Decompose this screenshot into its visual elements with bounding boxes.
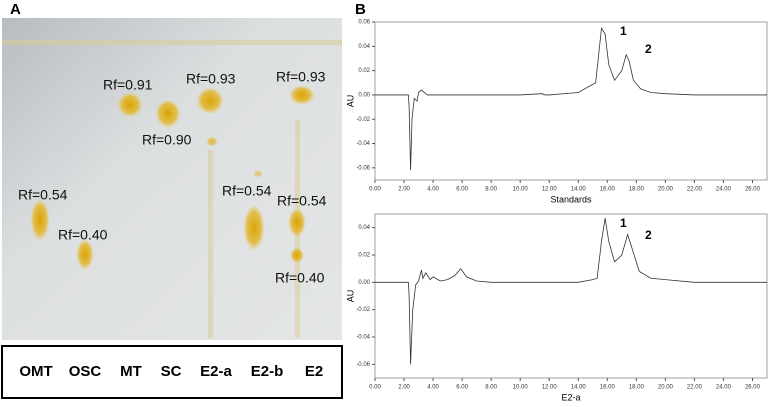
x-tick-label: 6.00	[456, 385, 468, 391]
spot	[289, 86, 315, 106]
spots	[30, 86, 315, 272]
rf-label: Rf=0.40	[58, 227, 108, 243]
x-tick-label: 22.00	[687, 187, 703, 193]
trace	[375, 26, 767, 171]
x-tick-label: 26.00	[745, 187, 761, 193]
rf-label: Rf=0.93	[276, 69, 326, 85]
x-tick-label: 6.00	[456, 187, 468, 193]
lane-label: E2-b	[251, 363, 284, 380]
peak-label: 2	[645, 42, 652, 56]
lane-label: OSC	[69, 363, 102, 380]
x-tick-label: 18.00	[629, 187, 645, 193]
x-tick-label: 12.00	[542, 187, 558, 193]
y-axis-label: AU	[345, 95, 355, 108]
spot	[117, 93, 143, 119]
y-tick-label: 0.04	[358, 44, 370, 50]
x-tick-label: 8.00	[485, 385, 497, 391]
solvent-front	[2, 40, 342, 45]
x-tick-label: 18.00	[629, 385, 645, 391]
y-tick-label: -0.02	[356, 307, 370, 313]
plot-frame	[374, 21, 768, 181]
y-axis-label: AU	[345, 290, 355, 303]
spot	[243, 206, 265, 254]
peak-label: 1	[620, 216, 627, 230]
x-tick-label: 8.00	[485, 187, 497, 193]
x-tick-label: 24.00	[716, 187, 732, 193]
x-tick-label: 26.00	[745, 385, 761, 391]
x-axis-label: Standards	[550, 194, 592, 204]
tlc-plate	[2, 18, 342, 340]
peak-label: 1	[620, 24, 627, 38]
spot	[288, 209, 306, 239]
x-tick-label: 14.00	[571, 187, 587, 193]
y-tick-label: -0.04	[356, 141, 370, 147]
spot	[253, 170, 263, 178]
rf-label: Rf=0.91	[103, 77, 153, 93]
x-tick-label: 20.00	[658, 187, 674, 193]
y-tick-label: 0.04	[358, 225, 370, 231]
y-tick-label: 0.06	[358, 20, 370, 26]
x-tick-label: 12.00	[542, 385, 558, 391]
spot	[30, 200, 50, 244]
x-tick-label: 24.00	[716, 385, 732, 391]
x-tick-label: 0.00	[369, 385, 381, 391]
spot	[155, 100, 181, 130]
rf-label: Rf=0.90	[142, 132, 192, 148]
y-tick-label: -0.02	[356, 117, 370, 123]
x-tick-label: 22.00	[687, 385, 703, 391]
x-tick-label: 4.00	[427, 187, 439, 193]
y-tick-label: -0.06	[356, 165, 370, 171]
plot-frame	[374, 213, 768, 379]
y-tick-label: 0.00	[358, 93, 370, 99]
y-tick-label: -0.06	[356, 362, 370, 368]
rf-label: Rf=0.54	[18, 187, 68, 203]
rf-label: Rf=0.93	[186, 71, 236, 87]
rf-label: Rf=0.54	[222, 183, 272, 199]
x-tick-label: 0.00	[369, 187, 381, 193]
peak-label: 2	[645, 228, 652, 242]
rf-label: Rf=0.54	[277, 193, 327, 209]
y-tick-label: 0.02	[358, 253, 370, 259]
y-tick-label: 0.00	[358, 280, 370, 286]
trace	[375, 218, 767, 365]
lane-label: OMT	[19, 363, 52, 380]
lane-label: SC	[161, 363, 182, 380]
rf-label: Rf=0.40	[275, 270, 325, 286]
panel-label: A	[10, 1, 21, 18]
x-tick-label: 10.00	[513, 385, 529, 391]
spot	[206, 137, 218, 147]
x-tick-label: 4.00	[427, 385, 439, 391]
spot	[76, 240, 94, 272]
x-tick-label: 16.00	[600, 187, 616, 193]
x-tick-label: 20.00	[658, 385, 674, 391]
lane-label-box	[1, 345, 343, 399]
lane-label: MT	[120, 363, 142, 380]
x-tick-label: 14.00	[571, 385, 587, 391]
x-axis-label: E2-a	[561, 392, 580, 402]
lane-label: E2-a	[200, 363, 232, 380]
x-tick-label: 16.00	[600, 385, 616, 391]
spot	[290, 248, 304, 264]
x-tick-label: 10.00	[513, 187, 529, 193]
spot	[196, 88, 224, 116]
x-tick-label: 2.00	[398, 385, 410, 391]
y-tick-label: 0.02	[358, 68, 370, 74]
lane-label: E2	[305, 363, 323, 380]
panel-label: B	[355, 1, 366, 18]
x-tick-label: 2.00	[398, 187, 410, 193]
y-tick-label: -0.04	[356, 335, 370, 341]
